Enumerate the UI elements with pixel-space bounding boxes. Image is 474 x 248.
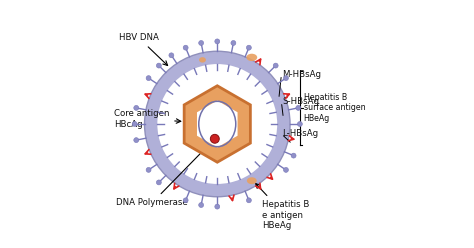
Circle shape xyxy=(199,40,204,45)
Text: Hepatitis B
e antigen
HBeAg: Hepatitis B e antigen HBeAg xyxy=(256,184,309,230)
Circle shape xyxy=(297,122,302,126)
Circle shape xyxy=(215,204,220,209)
Circle shape xyxy=(132,122,137,126)
Circle shape xyxy=(215,39,220,44)
Circle shape xyxy=(199,203,204,208)
Ellipse shape xyxy=(145,51,290,197)
Circle shape xyxy=(246,45,251,50)
Ellipse shape xyxy=(246,54,257,61)
Polygon shape xyxy=(184,86,250,162)
Circle shape xyxy=(273,63,278,68)
Ellipse shape xyxy=(199,57,206,62)
Circle shape xyxy=(134,138,139,143)
Text: DNA Polymerase: DNA Polymerase xyxy=(116,144,210,207)
Text: M-HBsAg: M-HBsAg xyxy=(282,70,321,79)
Circle shape xyxy=(183,45,188,50)
Text: Hepatitis B
surface antigen
HBeAg: Hepatitis B surface antigen HBeAg xyxy=(303,93,365,123)
Text: S-HBsAg: S-HBsAg xyxy=(282,97,319,106)
Text: HBV DNA: HBV DNA xyxy=(118,33,168,65)
Ellipse shape xyxy=(157,64,277,184)
Circle shape xyxy=(169,53,174,58)
Circle shape xyxy=(210,134,219,143)
Circle shape xyxy=(156,63,161,68)
Text: Core antigen
HBcAg: Core antigen HBcAg xyxy=(114,109,181,129)
Circle shape xyxy=(246,198,251,203)
Circle shape xyxy=(156,180,161,185)
Circle shape xyxy=(231,40,236,45)
Ellipse shape xyxy=(247,177,257,184)
Circle shape xyxy=(134,105,139,110)
Circle shape xyxy=(291,153,296,158)
Circle shape xyxy=(183,198,188,203)
Text: L-HBsAg: L-HBsAg xyxy=(282,129,318,138)
Circle shape xyxy=(283,76,288,81)
Circle shape xyxy=(283,167,288,172)
Circle shape xyxy=(146,167,151,172)
Circle shape xyxy=(146,76,151,81)
Polygon shape xyxy=(197,101,237,147)
Circle shape xyxy=(296,105,301,110)
